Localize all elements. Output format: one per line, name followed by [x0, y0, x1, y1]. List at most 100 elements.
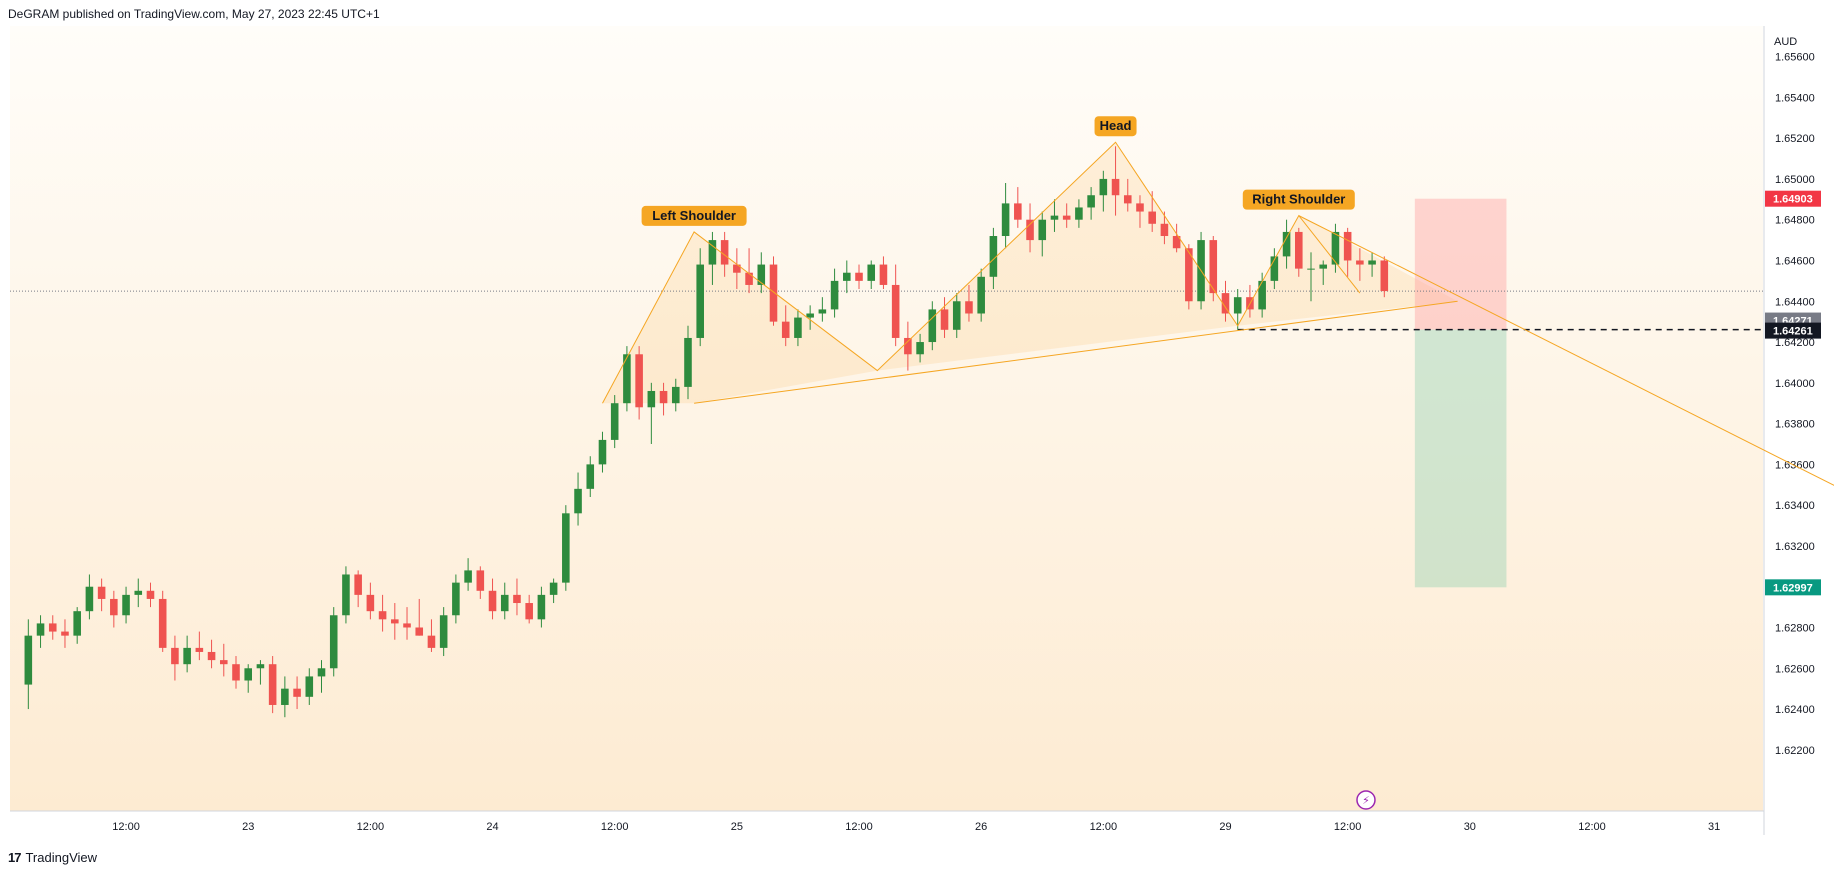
candle-body — [1050, 215, 1059, 220]
y-tick-label: 1.65200 — [1775, 133, 1815, 145]
candle-body — [769, 264, 778, 322]
candle — [659, 382, 668, 416]
candle — [1136, 195, 1144, 228]
pattern-label-right-shoulder[interactable]: Right Shoulder — [1242, 189, 1355, 210]
pattern-label-text: Head — [1100, 118, 1132, 133]
candle-body — [1026, 219, 1034, 241]
pattern-label-left-shoulder[interactable]: Left Shoulder — [641, 205, 747, 226]
candle — [281, 676, 289, 718]
candle-body — [219, 660, 228, 665]
candle-body — [635, 354, 643, 408]
candle — [1258, 272, 1266, 318]
candle — [1099, 170, 1108, 212]
tradingview-logo-icon: 17 — [8, 850, 22, 865]
candle — [879, 256, 888, 290]
candle-body — [85, 586, 94, 612]
candle — [354, 570, 362, 608]
price-tag-entry: 1.64261 — [1765, 322, 1821, 339]
x-tick-label: 12:00 — [1334, 821, 1362, 833]
candle — [647, 382, 656, 444]
candle — [1172, 223, 1181, 253]
neckline[interactable] — [694, 300, 1458, 404]
candle — [1356, 248, 1364, 281]
event-marker-icon[interactable]: ⚡ — [1356, 790, 1376, 810]
candle-body — [1148, 211, 1156, 224]
candle — [293, 676, 301, 710]
candle — [415, 598, 424, 636]
candle-body — [305, 676, 314, 697]
candle-body — [1319, 264, 1328, 269]
candle — [1331, 223, 1340, 273]
price-tag-text: 1.62997 — [1773, 582, 1813, 594]
candle-body — [415, 627, 424, 636]
candle-body — [1270, 256, 1279, 281]
take-profit-zone[interactable] — [1414, 329, 1507, 588]
candle — [952, 293, 961, 338]
candle-body — [843, 272, 851, 281]
candle — [769, 256, 778, 326]
candle-body — [73, 611, 81, 636]
candle — [452, 574, 460, 624]
candle — [439, 607, 448, 657]
candle-body — [610, 403, 619, 440]
candle-body — [281, 688, 289, 705]
x-tick-label: 30 — [1464, 821, 1476, 833]
x-tick-label: 26 — [975, 821, 987, 833]
x-tick-label: 12:00 — [845, 821, 873, 833]
candle-body — [1258, 280, 1266, 310]
candle — [1221, 280, 1230, 322]
candle-body — [733, 264, 741, 273]
candle-body — [354, 574, 362, 595]
tradingview-logo[interactable]: 17 TradingView — [8, 850, 97, 865]
candle — [158, 590, 167, 652]
candle — [256, 660, 265, 685]
pattern-label-head[interactable]: Head — [1094, 116, 1137, 137]
candle-body — [293, 688, 301, 697]
candle — [989, 227, 998, 290]
event-marker-circle — [1356, 790, 1376, 810]
candle — [586, 456, 595, 497]
stop-loss-zone[interactable] — [1414, 198, 1507, 330]
candle — [733, 248, 741, 290]
candle-body — [671, 386, 680, 404]
y-tick-label: 1.63400 — [1775, 500, 1815, 512]
candle — [195, 631, 204, 661]
candle — [610, 395, 619, 449]
candle — [232, 656, 240, 689]
candle-body — [1160, 223, 1169, 237]
candle — [1123, 178, 1132, 212]
candle — [183, 635, 191, 673]
candle-body — [427, 635, 436, 648]
candle-body — [745, 272, 753, 285]
candle — [623, 346, 631, 412]
event-marker-glyph: ⚡ — [1362, 794, 1370, 807]
candle-body — [965, 301, 973, 314]
x-tick-label: 12:00 — [1090, 821, 1118, 833]
candle — [1368, 252, 1376, 277]
candle-body — [476, 570, 485, 591]
candle — [708, 231, 717, 285]
candle-body — [623, 354, 631, 404]
candle-body — [781, 321, 790, 338]
pattern-label-text: Right Shoulder — [1252, 192, 1345, 207]
candle — [830, 268, 839, 318]
candle — [965, 284, 973, 322]
candle-body — [867, 264, 876, 281]
y-tick-label: 1.64800 — [1775, 215, 1815, 227]
candle — [24, 619, 33, 710]
candle-body — [1136, 203, 1144, 212]
candle-body — [1282, 231, 1291, 257]
candle — [1062, 203, 1071, 228]
projection-line[interactable] — [1298, 215, 1834, 530]
publisher-line: DeGRAM published on TradingView.com, May… — [8, 7, 380, 21]
candle — [1001, 183, 1010, 249]
y-tick-label: 1.64400 — [1775, 296, 1815, 308]
candle — [391, 603, 399, 640]
candle-body — [952, 301, 961, 330]
candle-body — [549, 582, 558, 595]
candle-body — [97, 586, 106, 599]
price-tag-bg — [1765, 322, 1821, 339]
candle-body — [659, 390, 668, 404]
candle-body — [1233, 297, 1242, 314]
